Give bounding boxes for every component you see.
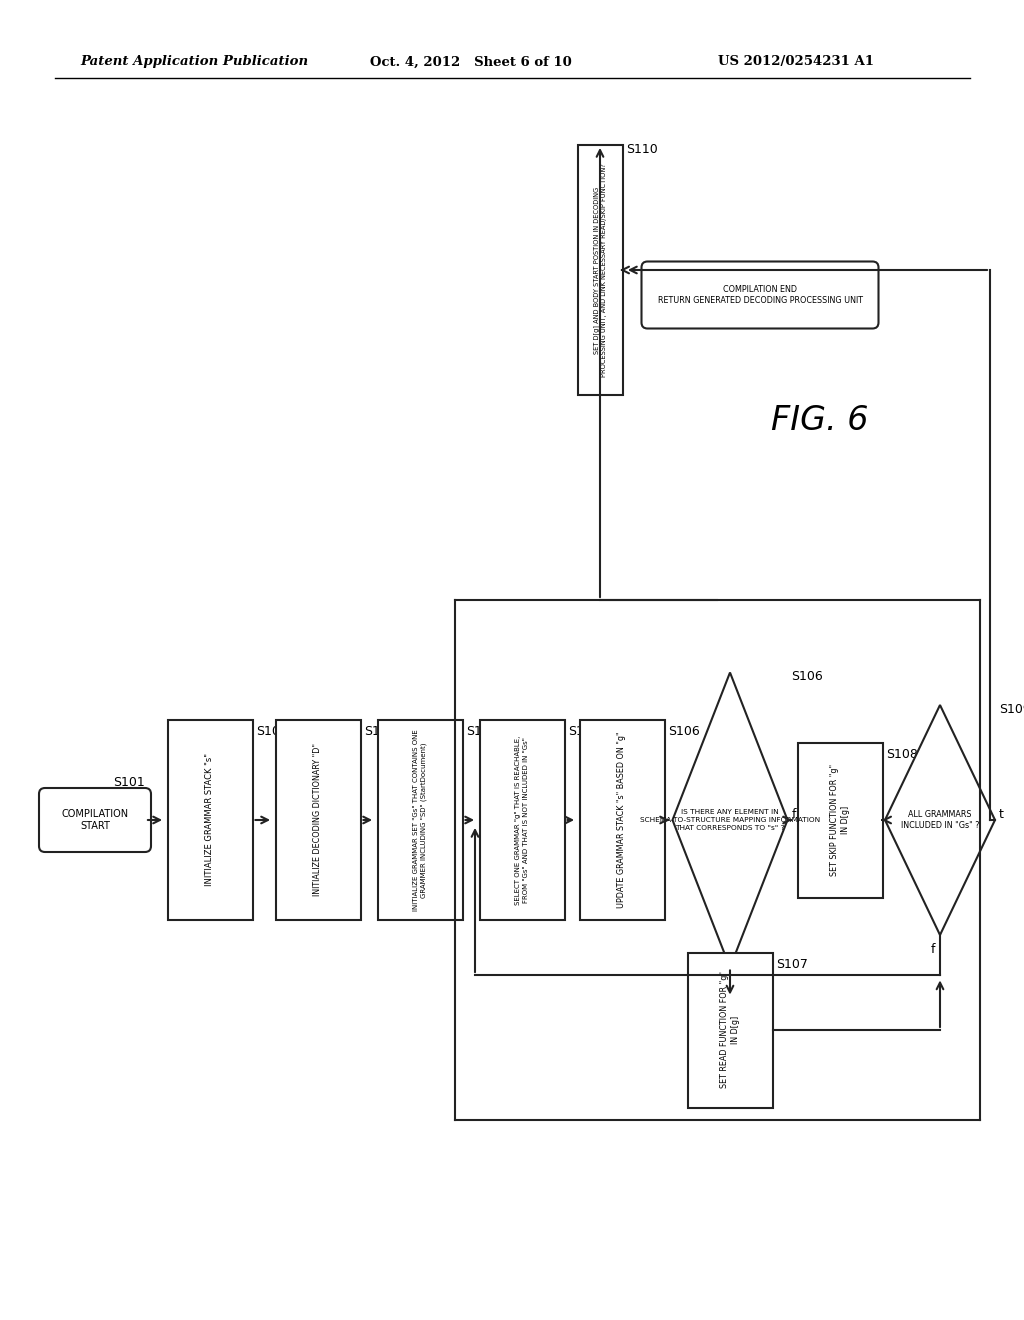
Text: S108: S108 <box>887 747 919 760</box>
Text: S101: S101 <box>113 776 144 789</box>
FancyBboxPatch shape <box>798 742 883 898</box>
Polygon shape <box>885 705 995 935</box>
Text: S109: S109 <box>999 704 1024 715</box>
Text: S104: S104 <box>467 725 499 738</box>
FancyBboxPatch shape <box>580 719 665 920</box>
Text: SET D[g] AND BODY START POSTION IN DECODING
PROCESSING UNIT, AND LINK NECESSARY : SET D[g] AND BODY START POSTION IN DECOD… <box>593 164 607 378</box>
FancyBboxPatch shape <box>687 953 772 1107</box>
Text: UPDATE GRAMMAR STACK "s" BASED ON "g": UPDATE GRAMMAR STACK "s" BASED ON "g" <box>617 731 627 908</box>
Text: S106: S106 <box>792 671 823 684</box>
Text: Oct. 4, 2012   Sheet 6 of 10: Oct. 4, 2012 Sheet 6 of 10 <box>370 55 571 69</box>
FancyBboxPatch shape <box>275 719 360 920</box>
Text: S107: S107 <box>776 957 808 970</box>
Polygon shape <box>673 672 787 968</box>
Text: f: f <box>792 808 796 821</box>
Text: FIG. 6: FIG. 6 <box>771 404 868 437</box>
FancyBboxPatch shape <box>641 261 879 329</box>
Text: f: f <box>931 942 935 956</box>
Text: INITIALIZE DECODING DICTIONARY "D": INITIALIZE DECODING DICTIONARY "D" <box>313 743 323 896</box>
Text: INITIALIZE GRAMMAR STACK "s": INITIALIZE GRAMMAR STACK "s" <box>206 754 214 887</box>
Text: SET READ FUNCTION FOR "g"
IN D[g]: SET READ FUNCTION FOR "g" IN D[g] <box>720 972 740 1089</box>
FancyBboxPatch shape <box>39 788 151 851</box>
FancyBboxPatch shape <box>578 145 623 395</box>
Text: S103: S103 <box>365 725 396 738</box>
Text: S106: S106 <box>669 725 700 738</box>
Text: t: t <box>720 975 725 989</box>
Text: SET SKIP FUNCTION FOR "g"
IN D[g]: SET SKIP FUNCTION FOR "g" IN D[g] <box>829 764 850 876</box>
Text: INITIALIZE GRAMMAR SET "Gs" THAT CONTAINS ONE
GRAMMER INCLUDING "SD" (StartDocum: INITIALIZE GRAMMAR SET "Gs" THAT CONTAIN… <box>413 729 427 911</box>
Text: US 2012/0254231 A1: US 2012/0254231 A1 <box>718 55 874 69</box>
Text: S105: S105 <box>568 725 600 738</box>
Text: SELECT ONE GRAMMAR "g" THAT IS REACHABLE,
FROM "Gs" AND THAT IS NOT INCLUDED IN : SELECT ONE GRAMMAR "g" THAT IS REACHABLE… <box>515 735 528 904</box>
Text: COMPILATION
START: COMPILATION START <box>61 809 129 832</box>
Text: COMPILATION END
RETURN GENERATED DECODING PROCESSING UNIT: COMPILATION END RETURN GENERATED DECODIN… <box>657 285 862 305</box>
Text: Patent Application Publication: Patent Application Publication <box>80 55 308 69</box>
Text: t: t <box>999 808 1004 821</box>
FancyBboxPatch shape <box>168 719 253 920</box>
Text: S110: S110 <box>627 143 658 156</box>
Text: S102: S102 <box>256 725 288 738</box>
FancyBboxPatch shape <box>378 719 463 920</box>
Text: IS THERE ANY ELEMENT IN
SCHEMA-TO-STRUCTURE MAPPING INFORMATION
THAT CORRESPONDS: IS THERE ANY ELEMENT IN SCHEMA-TO-STRUCT… <box>640 809 820 830</box>
FancyBboxPatch shape <box>479 719 564 920</box>
Text: ALL GRAMMARS
INCLUDED IN "Gs" ?: ALL GRAMMARS INCLUDED IN "Gs" ? <box>901 810 979 830</box>
